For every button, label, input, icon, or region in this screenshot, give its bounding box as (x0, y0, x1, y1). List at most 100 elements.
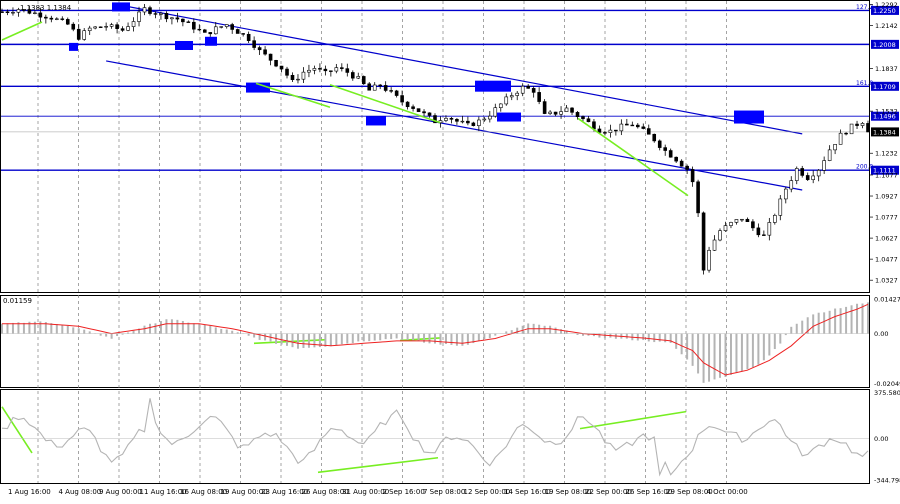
candle-body (701, 212, 706, 271)
divergence-price-4 (577, 117, 689, 197)
candle-body (60, 18, 65, 20)
x-tick-label: 11 Aug 16:00 (140, 488, 187, 496)
macd-header: 0.01159 (3, 297, 32, 305)
level-price-label: 1.1496 (873, 113, 896, 121)
candle-body (38, 12, 43, 18)
candle-body (159, 12, 163, 15)
x-tick-label: 23 Aug 16:00 (261, 488, 308, 496)
macd-tick-label: 0.01427 (874, 295, 900, 303)
candle-body (493, 107, 498, 117)
candle-body (570, 107, 574, 113)
candle-body (515, 92, 520, 96)
y-tick-label: 1.1532 (875, 108, 898, 116)
candle-body (827, 149, 832, 161)
x-tick-label: 7 Sep 08:00 (423, 488, 465, 496)
level-price-label: 1.2008 (873, 41, 896, 49)
candle-body (449, 117, 454, 120)
candle-body (504, 96, 509, 105)
candle-body (230, 24, 235, 30)
candle-body (5, 11, 10, 13)
candle-body (411, 106, 415, 109)
candle-body (652, 133, 657, 142)
candle-body (800, 168, 805, 176)
level-price-tag (871, 165, 899, 175)
candle-body (202, 29, 207, 33)
candle-body (76, 28, 81, 40)
candle-body (44, 16, 48, 19)
candle-body (488, 115, 492, 120)
x-tick-label: 19 Sep 08:00 (545, 488, 592, 496)
candle-body (674, 156, 678, 162)
pattern-marker (497, 112, 521, 122)
candle-body (608, 129, 613, 133)
divergence-cci-3 (579, 410, 687, 430)
x-tick-label: 22 Sep 00:00 (585, 488, 632, 496)
candle-body (356, 76, 361, 79)
candle-body (718, 230, 722, 241)
pattern-markers (69, 2, 764, 126)
candle-body (290, 74, 295, 80)
candle-body (455, 119, 459, 122)
pattern-marker (112, 2, 130, 12)
candle-body (389, 90, 393, 92)
candle-body (33, 12, 37, 14)
candle-body (126, 26, 130, 31)
candle-body (575, 112, 580, 118)
candle-body (625, 123, 629, 126)
candle-body (531, 88, 536, 93)
candle-body (164, 12, 169, 20)
cci-pane-frame (0, 389, 870, 484)
candle-body (98, 26, 103, 28)
candle-body (526, 85, 530, 89)
x-tick-label: 14 Sep 16:00 (504, 488, 551, 496)
candle-body (27, 9, 32, 14)
candle-body (679, 160, 684, 167)
candle-body (394, 90, 399, 96)
candle-body (55, 18, 59, 20)
candle-body (466, 120, 470, 124)
candle-body (104, 26, 108, 28)
candle-body (805, 175, 810, 180)
candle-body (646, 128, 651, 135)
candle-body (213, 26, 218, 35)
level-price-tag (871, 111, 899, 121)
candle-body (367, 83, 372, 91)
candle-body (175, 17, 180, 20)
candle-body (405, 101, 410, 108)
divergence-macd-2 (399, 337, 441, 342)
x-tick-label: 9 Aug 00:00 (99, 488, 142, 496)
level-price-tag (871, 81, 899, 91)
candle-body (586, 118, 591, 123)
candle-body (564, 107, 569, 112)
pattern-marker (734, 110, 764, 124)
candle-body (860, 123, 865, 126)
candle-body (285, 68, 289, 76)
candle-body (334, 67, 339, 72)
candle-body (323, 68, 328, 72)
pattern-marker (475, 80, 511, 92)
candle-body (263, 49, 267, 55)
candle-body (597, 128, 602, 133)
candle-body (219, 26, 224, 28)
candles (0, 4, 870, 275)
candle-body (509, 95, 514, 98)
x-tick-label: 19 Aug 00:00 (221, 488, 268, 496)
candle-body (235, 29, 240, 34)
candle-body (153, 13, 158, 15)
candle-body (372, 84, 377, 91)
candle-body (252, 40, 256, 48)
candle-body (548, 111, 552, 114)
divergence-cci-2 (317, 456, 439, 474)
candle-body (816, 170, 821, 177)
candle-body (296, 78, 300, 81)
candle-body (477, 119, 481, 126)
candle-body (734, 219, 739, 223)
candle-body (268, 53, 273, 61)
level-price-tag (871, 39, 899, 49)
y-tick-label: 1.0777 (875, 214, 898, 222)
y-tick-label: 1.2142 (875, 22, 898, 30)
candle-body (224, 24, 229, 27)
